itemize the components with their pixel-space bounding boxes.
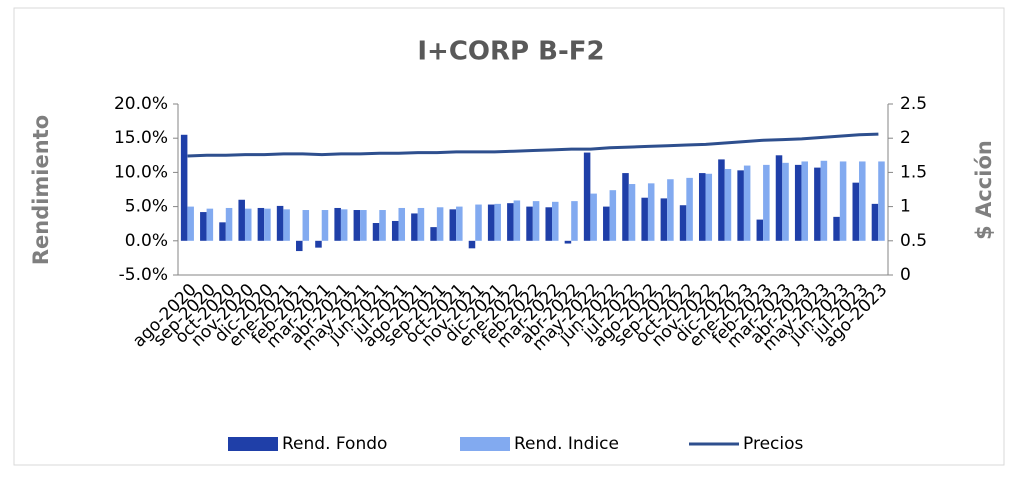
line <box>187 132 879 158</box>
legend-label: Rend. Fondo <box>282 434 387 454</box>
bar <box>724 168 732 241</box>
bar <box>456 206 463 241</box>
bar <box>532 201 540 241</box>
legend-swatch <box>460 437 510 451</box>
bar <box>257 207 265 241</box>
bar <box>775 155 783 241</box>
bar <box>276 205 284 241</box>
bar <box>398 207 406 241</box>
bar <box>603 206 610 241</box>
bar <box>839 161 847 241</box>
bar <box>513 200 521 241</box>
bar <box>219 222 226 241</box>
y-tick-label: 15.0% <box>114 128 168 148</box>
bar <box>449 209 457 241</box>
y2-tick-label: 0.5 <box>900 231 927 251</box>
bar <box>417 207 425 241</box>
chart-title: I+CORP B-F2 <box>417 37 604 67</box>
bar <box>494 203 501 241</box>
bar <box>647 183 655 241</box>
bar <box>763 164 770 241</box>
bar <box>244 208 252 241</box>
bar <box>878 161 885 241</box>
bar <box>679 205 687 241</box>
y-axis-title: Rendimiento <box>29 115 53 265</box>
bar <box>852 182 860 241</box>
bar <box>571 201 578 241</box>
bar <box>833 216 840 241</box>
y2-axis-title: $ Acción <box>972 140 996 240</box>
bar <box>507 203 514 241</box>
legend-label: Rend. Indice <box>514 434 619 454</box>
bar <box>545 207 552 241</box>
bar <box>475 204 482 241</box>
bar <box>411 213 418 241</box>
bar <box>302 210 310 241</box>
bar <box>743 165 751 241</box>
y2-tick-label: 1.5 <box>900 162 927 182</box>
legend-swatch <box>228 437 278 451</box>
bar <box>379 210 386 241</box>
bar <box>206 208 214 241</box>
bar <box>551 201 559 241</box>
bar <box>564 240 572 244</box>
bar <box>814 167 821 241</box>
bar <box>737 170 744 241</box>
bar <box>353 210 361 241</box>
bar <box>225 207 233 241</box>
y-tick-label: 5.0% <box>125 197 168 217</box>
bar <box>360 210 367 241</box>
bar <box>296 240 303 252</box>
bar <box>180 134 188 241</box>
bar <box>641 197 648 241</box>
bar <box>859 161 866 241</box>
bar <box>334 207 341 241</box>
bar <box>436 207 444 241</box>
bar <box>468 240 476 249</box>
bar <box>794 164 802 241</box>
bar <box>871 203 879 241</box>
bar <box>705 173 713 241</box>
bar <box>667 179 674 241</box>
bar <box>609 190 617 241</box>
bar <box>628 184 636 241</box>
bar <box>590 193 597 241</box>
bar <box>238 199 245 241</box>
bar <box>187 206 194 241</box>
bar <box>583 152 591 241</box>
bar <box>820 160 828 241</box>
y-tick-label: 0.0% <box>125 231 168 251</box>
bar <box>391 220 399 241</box>
bar <box>526 206 533 241</box>
y-tick-label: 10.0% <box>114 162 168 182</box>
bar <box>315 240 322 248</box>
bar <box>622 173 629 241</box>
y-tick-label: 20.0% <box>114 94 168 114</box>
legend-label: Precios <box>743 434 803 454</box>
bar <box>283 209 290 241</box>
bar <box>200 212 207 241</box>
bar <box>801 161 808 241</box>
y2-tick-label: 2.5 <box>900 94 927 114</box>
bar <box>487 204 495 241</box>
y2-tick-label: 0 <box>900 265 911 285</box>
bar <box>718 159 725 241</box>
y2-tick-label: 2 <box>900 128 911 148</box>
bar <box>430 227 437 241</box>
y-tick-label: -5.0% <box>119 265 168 285</box>
bar <box>660 198 668 241</box>
bar <box>686 177 693 241</box>
bar <box>698 173 706 241</box>
bar <box>264 208 271 241</box>
y2-tick-label: 1 <box>900 197 911 217</box>
bar <box>756 219 764 241</box>
bar <box>782 162 789 241</box>
bar <box>321 210 329 241</box>
bar <box>372 223 380 241</box>
bar <box>340 209 348 241</box>
